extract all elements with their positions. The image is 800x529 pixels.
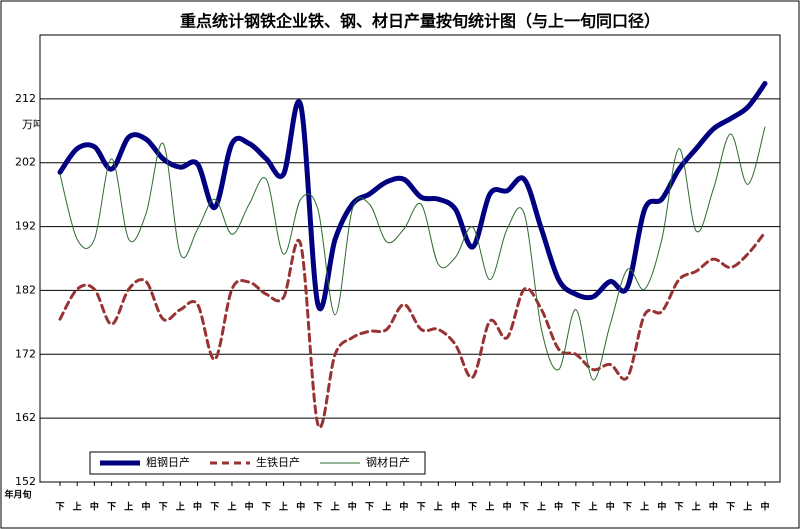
series-line (59, 126, 766, 381)
x-tick-label: 中 (90, 501, 99, 513)
x-tick-label: 中 (606, 501, 615, 513)
x-tick-label: 中 (296, 501, 305, 513)
x-tick-label: 下 (313, 502, 322, 513)
legend-label: 生铁日产 (256, 455, 300, 469)
x-tick-label: 上 (640, 501, 649, 513)
x-tick-label: 中 (193, 501, 202, 513)
x-tick-label: 下 (210, 502, 219, 513)
x-tick-label: 上 (743, 501, 752, 513)
x-tick-label: 下 (107, 502, 116, 513)
x-tick-label: 中 (348, 501, 357, 513)
x-tick-label: 上 (124, 501, 133, 513)
x-tick-label: 上 (176, 501, 185, 513)
x-tick-label: 下 (417, 502, 426, 513)
x-axis-label: 年月旬 (4, 489, 31, 501)
x-tick-label: 下 (468, 502, 477, 513)
x-tick-label: 上 (537, 501, 546, 513)
x-tick-label: 上 (485, 501, 494, 513)
x-tick-label: 上 (589, 501, 598, 513)
x-tick-label: 下 (623, 502, 632, 513)
legend-label: 钢材日产 (366, 455, 410, 469)
legend-box (89, 451, 426, 475)
x-tick-label: 中 (141, 501, 150, 513)
y-tick-label: 152 (15, 475, 36, 488)
x-tick-label: 中 (451, 501, 460, 513)
y-tick-label: 172 (15, 347, 36, 360)
y-tick-label: 182 (15, 283, 36, 296)
x-tick-label: 下 (159, 502, 168, 513)
x-tick-label: 中 (245, 501, 254, 513)
x-tick-label: 上 (382, 501, 391, 513)
y-tick-label: 192 (15, 220, 36, 233)
y-tick-label: 162 (15, 411, 36, 424)
y-tick-label: 212 (15, 92, 36, 105)
y-tick-label: 202 (15, 156, 36, 169)
x-tick-label: 中 (709, 501, 718, 513)
x-tick-label: 上 (227, 501, 236, 513)
series-line (57, 81, 768, 311)
x-tick-label: 下 (520, 502, 529, 513)
x-tick-label: 下 (262, 502, 271, 513)
plot-area (39, 34, 781, 483)
x-tick-label: 中 (503, 501, 512, 513)
x-tick-label: 中 (760, 501, 769, 513)
x-tick-label: 下 (365, 502, 374, 513)
y-axis-label: 万吨 (22, 118, 44, 131)
series-line (58, 230, 767, 429)
x-tick-label: 中 (657, 501, 666, 513)
x-tick-label: 下 (675, 502, 684, 513)
x-tick-label: 下 (571, 502, 580, 513)
x-tick-label: 下 (55, 502, 64, 513)
x-tick-label: 中 (554, 501, 563, 513)
x-tick-label: 上 (279, 501, 288, 513)
x-tick-label: 上 (692, 501, 701, 513)
legend-label: 粗钢日产 (146, 455, 190, 469)
x-tick-label: 上 (331, 501, 340, 513)
x-tick-label: 下 (726, 502, 735, 513)
chart-title: 重点统计钢铁企业铁、钢、材日产量按旬统计图（与上一旬同口径） (180, 12, 660, 31)
x-tick-label: 上 (73, 501, 82, 513)
x-tick-label: 上 (434, 501, 443, 513)
x-tick-label: 中 (399, 501, 408, 513)
